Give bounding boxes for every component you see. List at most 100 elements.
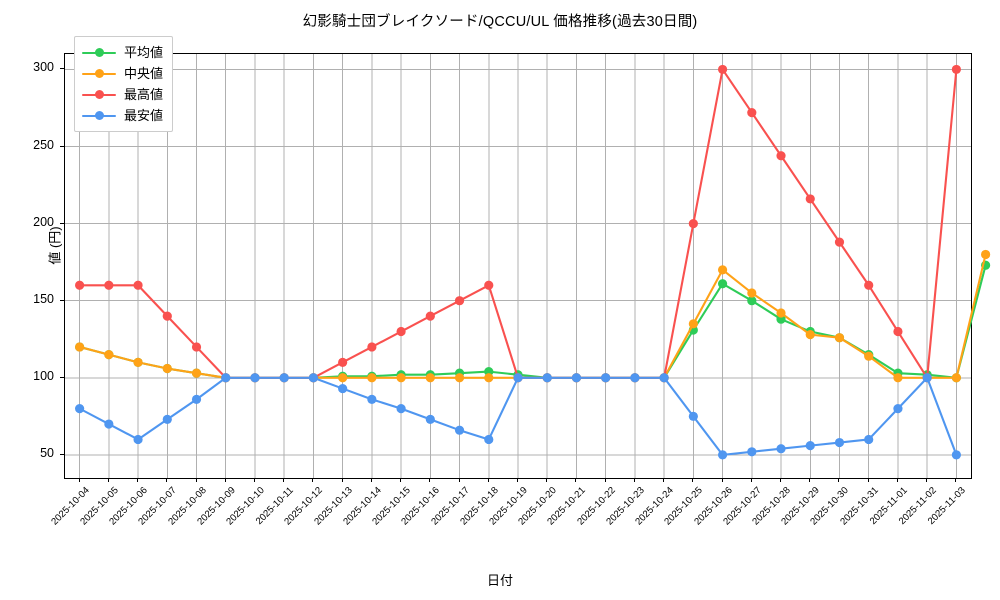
data-point <box>133 357 143 367</box>
y-axis-tick-label: 300 <box>33 60 54 75</box>
x-axis-tick-label: 2025-10-04 <box>48 485 92 528</box>
data-point <box>191 342 202 352</box>
data-point <box>717 450 728 460</box>
data-point <box>75 280 85 290</box>
y-axis-label: 値 (円) <box>47 226 63 265</box>
x-axis-tick-label: 2025-10-11 <box>253 485 296 527</box>
legend-label: 平均値 <box>124 45 164 60</box>
data-point <box>75 404 85 414</box>
x-axis-tick-label: 2025-10-28 <box>750 485 793 528</box>
data-point <box>221 373 231 383</box>
x-axis-tick-label: 2025-10-21 <box>545 485 589 528</box>
legend-dot <box>95 69 104 78</box>
x-axis-tick-label: 2025-10-12 <box>282 485 326 528</box>
data-point <box>484 280 494 290</box>
legend-dot <box>95 111 104 120</box>
data-point <box>805 194 815 204</box>
data-point <box>396 373 406 383</box>
series-canvas <box>65 54 991 478</box>
data-point <box>279 373 289 383</box>
x-axis-tick-label: 2025-10-14 <box>341 485 384 528</box>
legend-label: 中央値 <box>124 66 164 81</box>
data-point <box>542 373 552 383</box>
data-point <box>717 64 728 75</box>
data-point <box>454 296 465 306</box>
data-point <box>864 351 874 361</box>
data-point <box>688 411 698 421</box>
data-point <box>747 107 757 118</box>
data-point <box>951 373 961 383</box>
data-point <box>367 342 377 352</box>
x-axis-tick-label: 2025-10-07 <box>136 485 180 528</box>
data-point <box>747 288 757 298</box>
x-axis-tick-label: 2025-10-31 <box>837 485 881 528</box>
x-axis-tick-label: 2025-10-16 <box>399 485 443 528</box>
legend-marker-icon <box>82 67 116 81</box>
data-point <box>162 311 172 321</box>
data-point <box>659 373 669 383</box>
data-point <box>484 434 494 445</box>
legend-item-2[interactable]: 最高値 <box>82 84 163 105</box>
data-point <box>75 342 85 352</box>
data-point <box>367 394 377 404</box>
x-axis-tick-label: 2025-10-08 <box>165 485 209 528</box>
legend-marker-icon <box>82 46 116 60</box>
x-axis-label: 日付 <box>486 573 513 588</box>
x-axis-tick-label: 2025-10-18 <box>458 485 501 528</box>
data-point <box>601 373 611 383</box>
chart-legend: 平均値中央値最高値最安値 <box>74 36 174 132</box>
data-point <box>834 237 845 247</box>
data-point <box>338 373 348 383</box>
data-point <box>308 373 319 383</box>
data-point <box>717 265 728 275</box>
series-3 <box>75 373 961 460</box>
x-axis-tick-label: 2025-10-05 <box>78 485 121 528</box>
data-point <box>425 311 435 321</box>
data-point <box>717 279 728 289</box>
data-point <box>747 447 757 457</box>
legend-item-0[interactable]: 平均値 <box>82 42 163 63</box>
y-axis-tick-label: 250 <box>33 137 54 152</box>
x-axis-tick-label: 2025-10-20 <box>516 485 559 528</box>
x-axis-tick-label: 2025-11-01 <box>867 485 910 527</box>
x-axis-tick-label: 2025-11-02 <box>896 485 939 527</box>
x-axis-tick-label: 2025-10-25 <box>662 485 706 528</box>
data-point <box>834 333 845 343</box>
x-axis-tick-label: 2025-10-26 <box>691 485 735 528</box>
data-point <box>133 280 143 290</box>
legend-item-1[interactable]: 中央値 <box>82 63 163 84</box>
data-point <box>893 326 903 337</box>
series-line <box>78 264 987 379</box>
data-point <box>951 64 961 75</box>
data-point <box>776 444 786 454</box>
data-point <box>864 434 874 445</box>
chart-title: 幻影騎士団ブレイクソード/QCCU/UL 価格推移(過去30日間) <box>302 14 698 30</box>
x-axis-tick-label: 2025-10-29 <box>779 485 823 528</box>
data-point <box>630 373 640 383</box>
data-point <box>191 394 202 404</box>
data-point <box>776 151 786 161</box>
legend-item-3[interactable]: 最安値 <box>82 105 163 126</box>
data-point <box>454 373 465 383</box>
x-axis-tick-label: 2025-10-22 <box>574 485 618 528</box>
data-point <box>104 280 114 290</box>
legend-label: 最安値 <box>124 108 164 123</box>
legend-label: 最高値 <box>124 87 164 102</box>
data-point <box>191 368 202 378</box>
x-axis-tick-label: 2025-10-17 <box>428 485 472 528</box>
data-point <box>133 434 143 445</box>
x-axis-tick-label: 2025-10-15 <box>370 485 413 528</box>
data-point <box>893 404 903 414</box>
data-point <box>396 326 406 337</box>
data-point <box>162 363 172 374</box>
data-point <box>688 219 698 229</box>
data-point <box>834 437 845 448</box>
data-point <box>162 414 172 425</box>
data-point <box>951 450 961 460</box>
y-axis-tick-label: 50 <box>40 445 54 460</box>
x-axis-tick-label: 2025-10-27 <box>721 485 764 528</box>
x-axis-tick-label: 2025-11-03 <box>926 485 969 527</box>
x-axis-tick-label: 2025-10-13 <box>311 485 355 528</box>
x-axis-tick-label: 2025-10-09 <box>195 485 238 528</box>
